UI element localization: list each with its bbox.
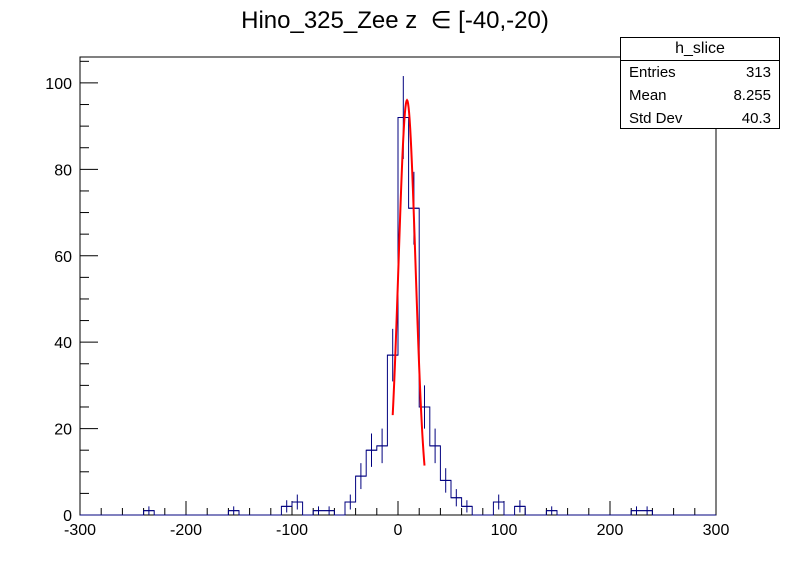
stats-row-mean: Mean 8.255	[621, 84, 779, 107]
y-tick-label: 20	[54, 422, 72, 439]
chart-title: Hino_325_Zee z ∈ [-40,-20)	[241, 7, 549, 34]
stats-value: 313	[745, 64, 771, 81]
x-tick-label: 200	[597, 522, 624, 539]
x-tick-label: 300	[703, 522, 730, 539]
y-axis: 0 20 40 60 80 100	[45, 60, 98, 525]
stats-value: 40.3	[741, 110, 771, 127]
y-tick-label: 40	[54, 335, 72, 352]
y-tick-label: 100	[45, 76, 72, 93]
x-axis: -300 -200 -100 0 100 200 300	[64, 501, 729, 539]
x-tick-label: -100	[276, 522, 308, 539]
x-tick-label: 0	[394, 522, 403, 539]
x-tick-label: -300	[64, 522, 96, 539]
fit-curve-layer	[391, 98, 426, 466]
x-tick-label: 100	[491, 522, 518, 539]
stats-row-entries: Entries 313	[621, 61, 779, 84]
y-tick-label: 0	[63, 508, 72, 525]
stats-value: 8.255	[733, 87, 771, 104]
y-tick-label: 60	[54, 249, 72, 266]
x-tick-label: -200	[170, 522, 202, 539]
gaussian-fit-curve	[391, 98, 426, 466]
stats-row-stddev: Std Dev 40.3	[621, 107, 779, 130]
stats-title: h_slice	[621, 38, 779, 61]
stats-label: Entries	[629, 64, 676, 81]
y-tick-label: 80	[54, 162, 72, 179]
stats-label: Mean	[629, 87, 667, 104]
stats-label: Std Dev	[629, 110, 683, 127]
stats-box: h_slice Entries 313 Mean 8.255 Std Dev 4…	[620, 37, 780, 129]
histogram-outline	[80, 116, 716, 516]
histogram-series	[80, 76, 716, 516]
